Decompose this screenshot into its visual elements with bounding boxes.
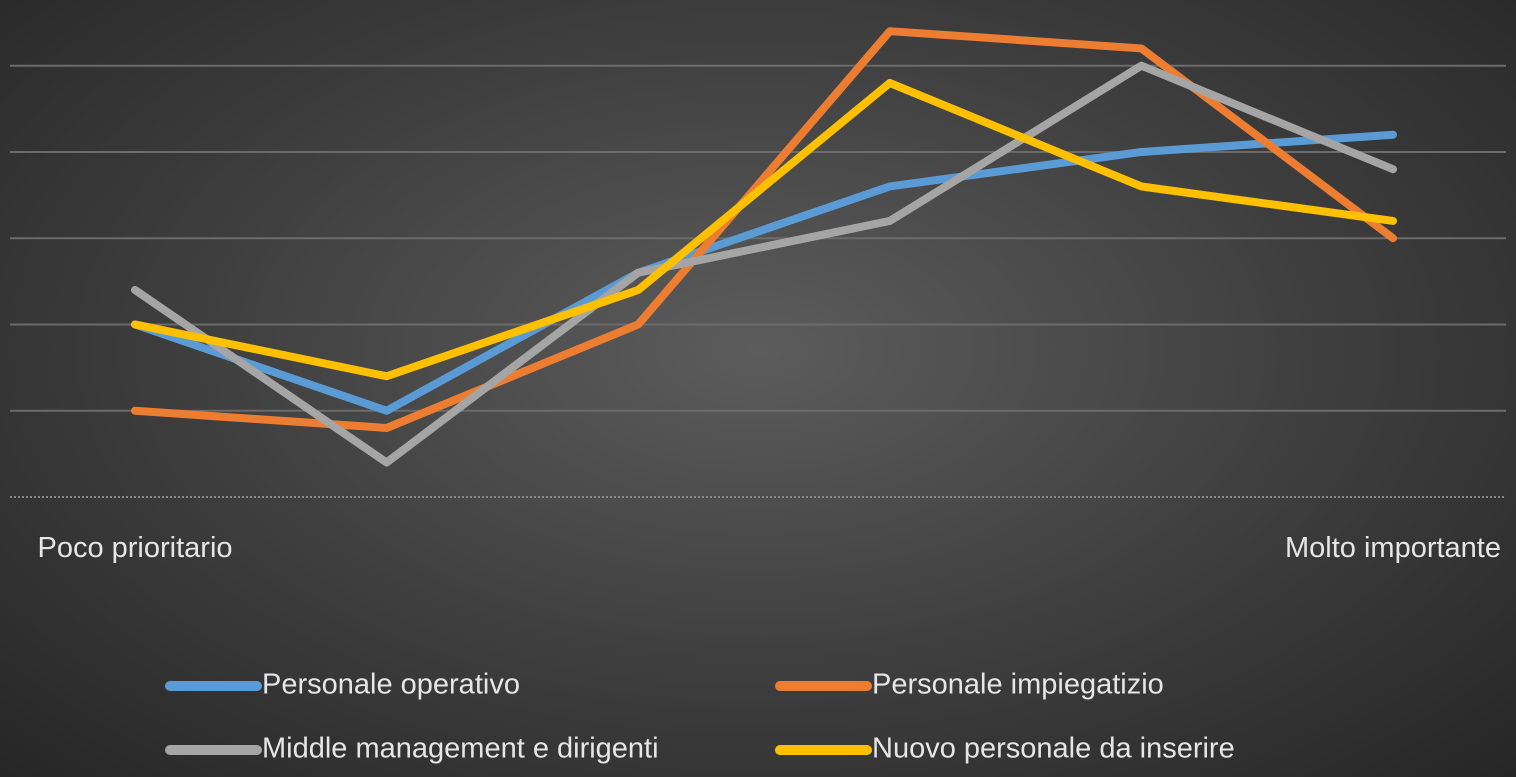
- series-line: [131, 78, 1397, 381]
- x-tick-label: Poco prioritario: [37, 532, 233, 564]
- series-line: [131, 130, 1397, 415]
- x-tick-label: Molto importante: [1285, 532, 1501, 564]
- legend-label: Middle management e dirigenti: [262, 733, 659, 765]
- legend-label: Nuovo personale da inserire: [872, 733, 1235, 765]
- legend-label: Personale impiegatizio: [872, 669, 1164, 701]
- series-line: [131, 61, 1397, 467]
- legend-label: Personale operativo: [262, 669, 520, 701]
